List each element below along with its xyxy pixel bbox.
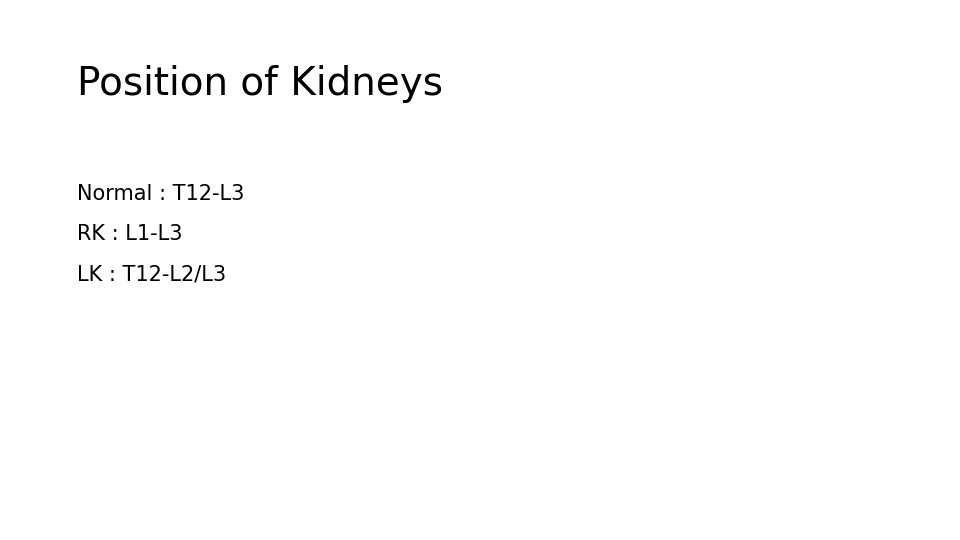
Text: RK : L1-L3: RK : L1-L3 [77,224,182,244]
Text: Normal : T12-L3: Normal : T12-L3 [77,184,244,204]
Text: LK : T12-L2/L3: LK : T12-L2/L3 [77,265,226,285]
Text: Position of Kidneys: Position of Kidneys [77,65,443,103]
